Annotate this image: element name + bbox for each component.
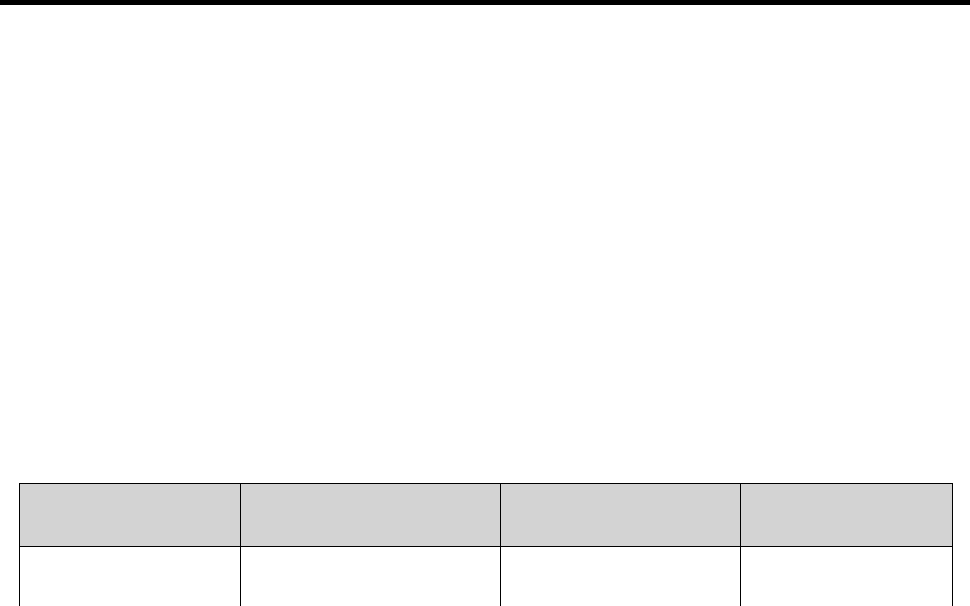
table-header-label-1 <box>21 485 240 494</box>
table-header-cell-1 <box>19 483 241 547</box>
table-cell-text-2 <box>242 548 500 557</box>
table-cell-text-3 <box>502 548 740 557</box>
document-body-area <box>0 5 970 483</box>
table-cell-1 <box>19 546 241 606</box>
table-cell-3 <box>500 546 741 606</box>
table-header-label-2 <box>242 485 500 494</box>
table-header <box>19 483 953 547</box>
table-header-row <box>19 483 953 547</box>
top-rule <box>0 0 970 5</box>
table-cell-2 <box>240 546 501 606</box>
table-row <box>19 546 953 606</box>
table-body <box>19 546 953 606</box>
table-header-cell-2 <box>240 483 501 547</box>
table-cell-text-4 <box>742 548 952 557</box>
table-header-cell-3 <box>500 483 741 547</box>
data-table <box>19 483 953 606</box>
table-header-label-3 <box>502 485 740 494</box>
table-cell-text-1 <box>21 548 240 557</box>
table-cell-4 <box>740 546 953 606</box>
data-table-container <box>19 483 953 606</box>
table-header-label-4 <box>742 485 952 494</box>
table-header-cell-4 <box>740 483 953 547</box>
